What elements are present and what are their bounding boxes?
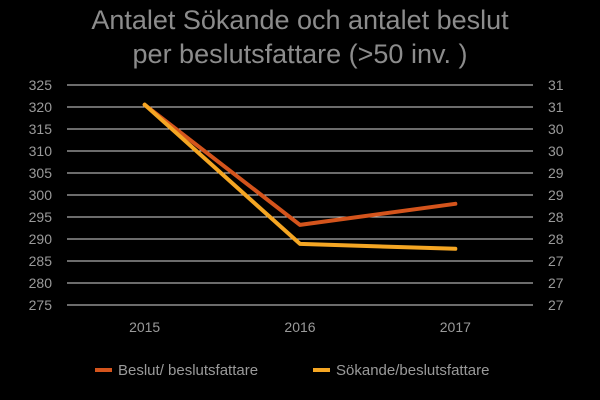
right-axis-tick-label: 30: [548, 121, 564, 137]
right-axis-tick-label: 29: [548, 187, 564, 203]
series-line-beslut: [142, 102, 458, 227]
chart-title-line-2: per beslutsfattare (>50 inv. ): [132, 39, 468, 69]
left-axis-tick-label: 320: [29, 99, 53, 115]
left-axis-tick-label: 325: [29, 77, 53, 93]
left-axis-tick-label: 295: [29, 209, 53, 225]
right-axis-tick-label: 27: [548, 253, 564, 269]
chart-title-line-1: Antalet Sökande och antalet beslut: [91, 5, 509, 35]
left-axis-tick-label: 305: [29, 165, 53, 181]
legend-label: Beslut/ beslutsfattare: [118, 362, 258, 379]
x-axis-tick-label: 2017: [440, 319, 471, 335]
left-axis-tick-label: 275: [29, 297, 53, 313]
left-axis-tick-label: 285: [29, 253, 53, 269]
x-axis-tick-label: 2015: [129, 319, 160, 335]
x-axis-tick-label: 2016: [284, 319, 315, 335]
left-axis-tick-label: 280: [29, 275, 53, 291]
left-axis-tick-label: 315: [29, 121, 53, 137]
right-axis-tick-label: 30: [548, 143, 564, 159]
right-axis-tick-label: 28: [548, 231, 564, 247]
right-axis-tick-label: 31: [548, 77, 564, 93]
left-axis-tick-label: 290: [29, 231, 53, 247]
right-axis-tick-label: 27: [548, 275, 564, 291]
right-axis-tick-label: 31: [548, 99, 564, 115]
right-axis-tick-label: 28: [548, 209, 564, 225]
series-line-sokande: [142, 102, 458, 251]
right-axis-tick-label: 29: [548, 165, 564, 181]
left-axis-tick-label: 310: [29, 143, 53, 159]
right-axis-tick-label: 27: [548, 297, 564, 313]
left-axis-tick-label: 300: [29, 187, 53, 203]
legend-label: Sökande/beslutsfattare: [336, 362, 489, 379]
